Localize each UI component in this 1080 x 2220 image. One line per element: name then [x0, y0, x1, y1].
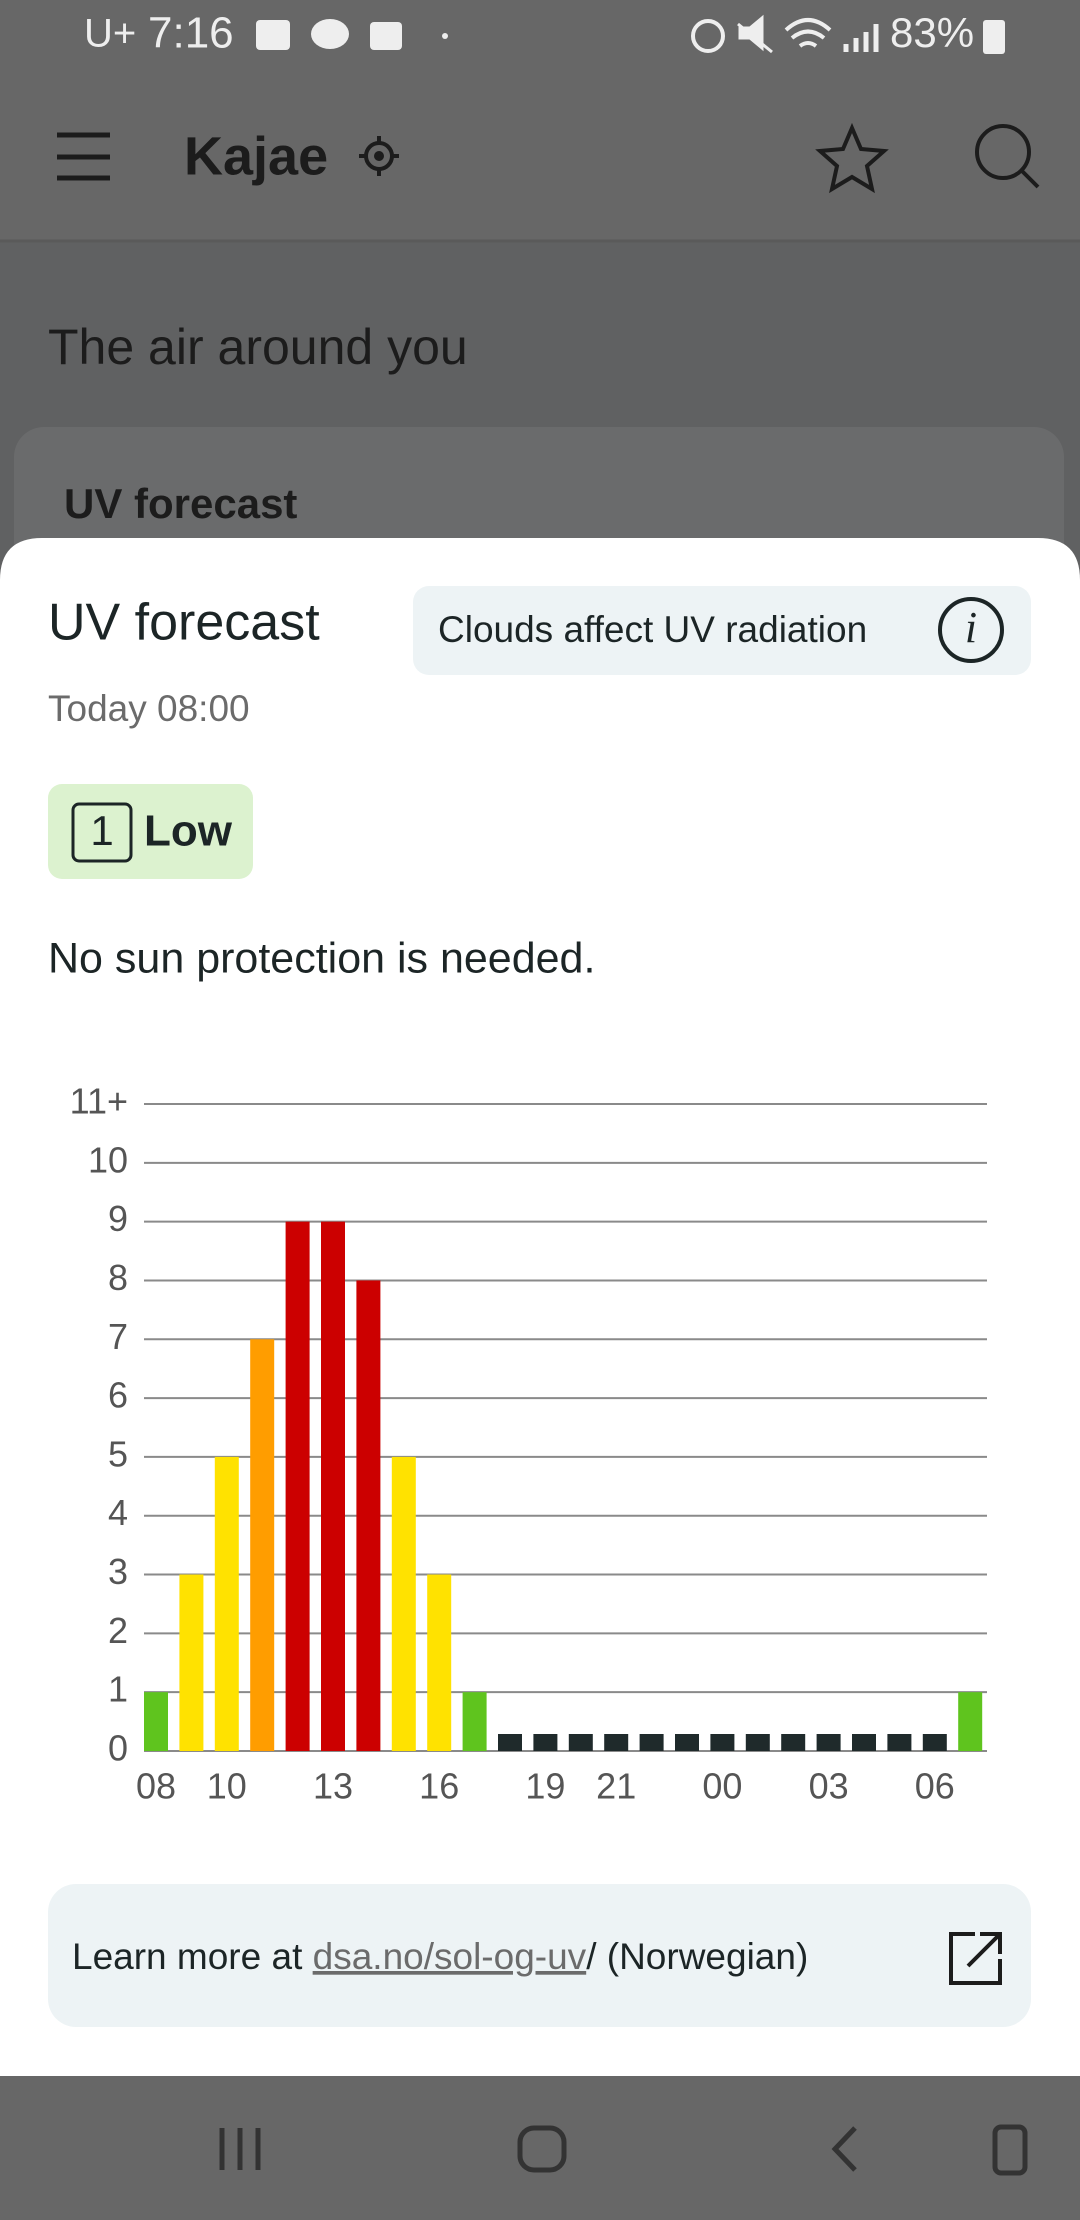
bar: [462, 1692, 487, 1751]
bar: [144, 1692, 168, 1751]
bar: [922, 1734, 947, 1751]
bar: [710, 1734, 735, 1751]
bar: [214, 1456, 239, 1751]
bar: [533, 1734, 558, 1751]
nav-bar: [0, 2076, 1080, 2220]
mute-icon: [737, 14, 773, 54]
forecast-time: Today 08:00: [48, 688, 250, 729]
bar: [639, 1734, 664, 1751]
x-tick-label: 10: [207, 1766, 247, 1807]
link-url[interactable]: dsa.no/sol-og-uv: [313, 1936, 587, 1977]
x-tick-label: 21: [596, 1766, 636, 1807]
bar: [321, 1221, 345, 1751]
bar: [887, 1734, 912, 1751]
y-tick-label: 7: [108, 1316, 128, 1357]
bar: [391, 1456, 416, 1751]
svg-text:i: i: [965, 603, 977, 652]
x-tick-label: 19: [525, 1766, 565, 1807]
link-box[interactable]: [48, 1884, 1031, 2027]
app-bar-bg: [0, 0, 1080, 241]
sheet-title: UV forecast: [48, 594, 320, 652]
location-icon: [359, 136, 399, 176]
home-button[interactable]: [517, 2125, 567, 2173]
bar: [745, 1734, 770, 1751]
y-tick-label: 2: [108, 1610, 128, 1651]
recent-apps-button[interactable]: [219, 2128, 261, 2170]
y-tick-label: 9: [108, 1198, 128, 1239]
y-tick-label: 1: [108, 1669, 128, 1710]
y-tick-label: 3: [108, 1551, 128, 1592]
uv-index: 1: [90, 807, 113, 854]
y-tick-label: 8: [108, 1257, 128, 1298]
bottom-sheet: [0, 538, 1080, 2076]
background-card-title: UV forecast: [64, 480, 297, 527]
uv-level-badge: [48, 784, 253, 879]
uv-level-label: Low: [144, 807, 233, 856]
bar: [675, 1734, 699, 1751]
bar: [285, 1221, 310, 1751]
dot-icon: [442, 33, 448, 39]
x-tick-label: 03: [809, 1766, 849, 1807]
wifi-icon: [784, 18, 832, 48]
bar: [498, 1734, 522, 1751]
gallery-icon: [256, 20, 290, 50]
bar: [568, 1734, 593, 1751]
bar: [604, 1734, 629, 1751]
y-tick-label: 6: [108, 1375, 128, 1416]
bar: [179, 1574, 204, 1751]
back-button[interactable]: [831, 2126, 857, 2172]
x-tick-label: 08: [136, 1766, 176, 1807]
carrier: U+: [84, 12, 136, 56]
y-tick-label: 5: [108, 1433, 128, 1474]
x-tick-label: 16: [419, 1766, 459, 1807]
bar: [958, 1692, 983, 1751]
uv-index-box: [71, 802, 133, 863]
section-heading: The air around you: [48, 319, 468, 375]
bar: [852, 1734, 876, 1751]
favorite-button[interactable]: [815, 122, 889, 194]
menu-button[interactable]: [57, 132, 110, 181]
link-suffix: / (Norwegian): [586, 1936, 808, 1977]
battery-level: 83%: [890, 9, 974, 56]
external-link-icon[interactable]: [949, 1932, 1002, 1985]
x-tick-label: 13: [313, 1766, 353, 1807]
uv-chart: 0 1 2 3 4 5 6 7 8 9 10 11+ 08 10 13 16 19 21 00 03 06: [70, 1081, 987, 1807]
bar: [781, 1734, 806, 1751]
y-tick-label: 4: [108, 1492, 128, 1533]
y-tick-label: 0: [108, 1728, 128, 1769]
link-text: Learn more at dsa.no/sol-og-uv/ (Norwegi…: [72, 1936, 808, 1977]
battery-icon: [983, 20, 1005, 54]
signal-icon: [843, 24, 879, 52]
y-tick-label: 11+: [70, 1081, 128, 1122]
info-icon[interactable]: i: [938, 597, 1004, 663]
y-tick-label: 10: [88, 1139, 128, 1180]
bar: [816, 1734, 841, 1751]
bar: [356, 1280, 381, 1751]
notice-pill[interactable]: [413, 586, 1031, 675]
advice: No sun protection is needed.: [48, 934, 595, 982]
x-tick-label: 06: [915, 1766, 955, 1807]
mail-icon: [370, 22, 402, 50]
bar: [427, 1574, 452, 1751]
link-prefix: Learn more at: [72, 1936, 313, 1977]
search-button[interactable]: [975, 124, 1040, 189]
notice-text[interactable]: Clouds affect UV radiation: [438, 609, 867, 650]
talk-icon: [311, 19, 349, 49]
clock: 7:16: [148, 9, 234, 58]
bar: [250, 1339, 275, 1751]
x-tick-label: 00: [702, 1766, 742, 1807]
alarm-icon: [691, 19, 725, 53]
phone-button[interactable]: [992, 2124, 1028, 2176]
location-title[interactable]: Kajae: [184, 126, 328, 186]
